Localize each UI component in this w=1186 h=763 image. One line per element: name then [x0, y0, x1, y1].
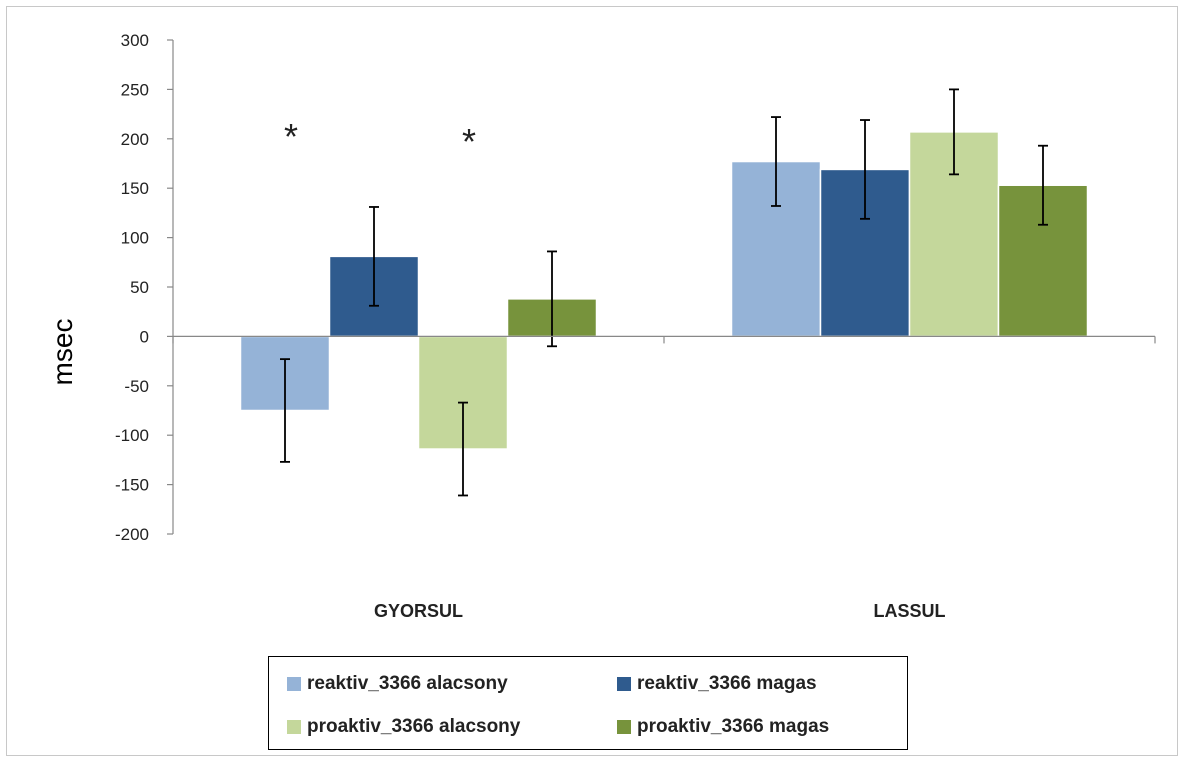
y-tick-label: 250 [121, 80, 149, 99]
significance-marker: * [462, 121, 476, 162]
legend-item: proaktiv_3366 magas [617, 712, 829, 742]
chart-frame [6, 6, 1178, 756]
y-tick-label: 150 [121, 179, 149, 198]
legend-swatch [287, 677, 301, 691]
y-tick-label: -200 [115, 525, 149, 544]
y-tick-label: 100 [121, 229, 149, 248]
legend-item: reaktiv_3366 alacsony [287, 669, 508, 699]
legend-swatch [287, 720, 301, 734]
y-tick-label: 300 [121, 31, 149, 50]
y-axis-label: msec [47, 319, 78, 386]
legend-item: reaktiv_3366 magas [617, 669, 817, 699]
legend-label: reaktiv_3366 alacsony [307, 673, 508, 694]
y-tick-label: 0 [140, 327, 149, 346]
y-tick-label: -150 [115, 476, 149, 495]
x-category-label: LASSUL [874, 601, 946, 621]
y-tick-label: -100 [115, 426, 149, 445]
y-axis: 300 250 200 150 100 50 0 -50 -100 -150 -200 [115, 31, 174, 544]
legend-swatch [617, 677, 631, 691]
error-bars [280, 88, 1048, 497]
legend-swatch [617, 720, 631, 734]
significance-marker: * [284, 116, 298, 157]
legend-label: proaktiv_3366 alacsony [307, 716, 521, 737]
annotations: * * [284, 116, 476, 162]
y-tick-label: 200 [121, 130, 149, 149]
x-axis: GYORSUL LASSUL [172, 335, 1156, 621]
legend: reaktiv_3366 alacsony reaktiv_3366 magas… [268, 656, 908, 750]
legend-label: reaktiv_3366 magas [637, 673, 817, 694]
y-tick-label: 50 [130, 278, 149, 297]
bar-chart: 300 250 200 150 100 50 0 -50 -100 -150 -200 GYORSU… [47, 31, 1156, 621]
y-tick-label: -50 [124, 377, 149, 396]
legend-item: proaktiv_3366 alacsony [287, 712, 520, 742]
x-category-label: GYORSUL [374, 601, 463, 621]
bars [239, 131, 1089, 450]
legend-label: proaktiv_3366 magas [637, 716, 830, 737]
